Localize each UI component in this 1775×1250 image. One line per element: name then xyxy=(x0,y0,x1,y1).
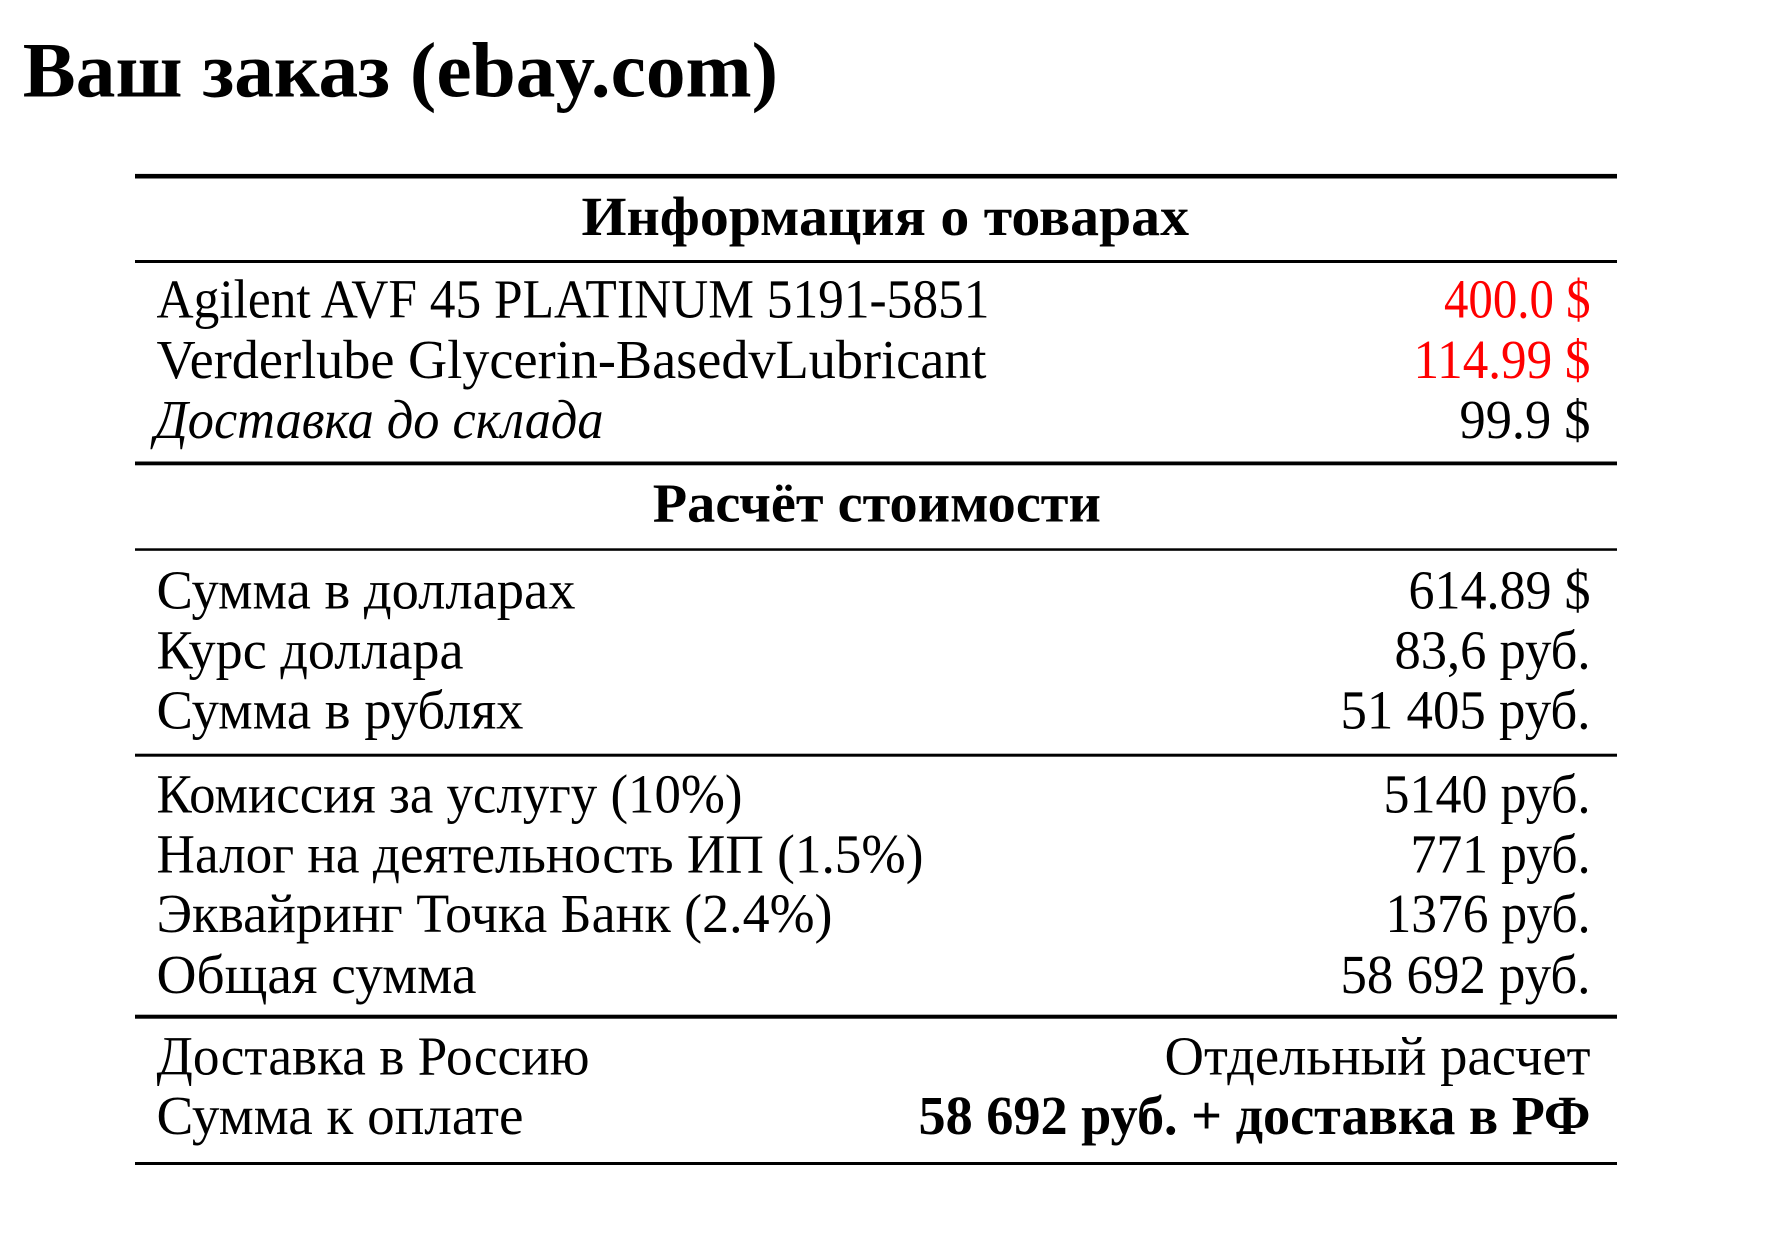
svg-text:99.9 $: 99.9 $ xyxy=(1460,389,1591,450)
svg-text:83,6 руб.: 83,6 руб. xyxy=(1395,620,1591,681)
svg-text:Отдельный расчет: Отдельный расчет xyxy=(1165,1026,1591,1087)
svg-text:771 руб.: 771 руб. xyxy=(1411,823,1591,884)
svg-text:Сумма в долларах: Сумма в долларах xyxy=(157,560,576,621)
svg-text:58 692 руб.: 58 692 руб. xyxy=(1341,944,1591,1005)
svg-text:Сумма к оплате: Сумма к оплате xyxy=(157,1085,524,1146)
svg-text:Комиссия за услугу (10%): Комиссия за услугу (10%) xyxy=(157,764,743,825)
svg-text:58 692 руб. + доставка в РФ: 58 692 руб. + доставка в РФ xyxy=(919,1085,1591,1146)
svg-text:Расчёт стоимости: Расчёт стоимости xyxy=(653,473,1101,534)
svg-text:614.89 $: 614.89 $ xyxy=(1409,560,1591,621)
svg-text:Курс доллара: Курс доллара xyxy=(157,620,464,681)
svg-text:Общая сумма: Общая сумма xyxy=(157,944,477,1005)
svg-text:Доставка до склада: Доставка до склада xyxy=(150,389,604,450)
svg-text:Verderlube Glycerin-BasedvLubr: Verderlube Glycerin-BasedvLubricant xyxy=(157,329,987,390)
svg-text:Ваш заказ (ebay.com): Ваш заказ (ebay.com) xyxy=(23,27,778,114)
svg-text:114.99 $: 114.99 $ xyxy=(1414,329,1591,390)
svg-text:Сумма в рублях: Сумма в рублях xyxy=(157,679,524,740)
svg-text:Эквайринг Точка Банк (2.4%): Эквайринг Точка Банк (2.4%) xyxy=(157,883,833,944)
svg-text:Информация о товарах: Информация о товарах xyxy=(582,186,1190,247)
svg-text:5140 руб.: 5140 руб. xyxy=(1384,764,1591,825)
svg-text:1376 руб.: 1376 руб. xyxy=(1386,883,1591,944)
svg-text:51 405 руб.: 51 405 руб. xyxy=(1341,679,1591,740)
svg-text:Доставка в Россию: Доставка в Россию xyxy=(157,1026,590,1087)
svg-text:400.0 $: 400.0 $ xyxy=(1444,268,1591,329)
svg-text:Налог на деятельность ИП (1.5%: Налог на деятельность ИП (1.5%) xyxy=(157,823,924,884)
svg-text:Agilent AVF 45 PLATINUM 5191-5: Agilent AVF 45 PLATINUM 5191-5851 xyxy=(157,268,990,329)
